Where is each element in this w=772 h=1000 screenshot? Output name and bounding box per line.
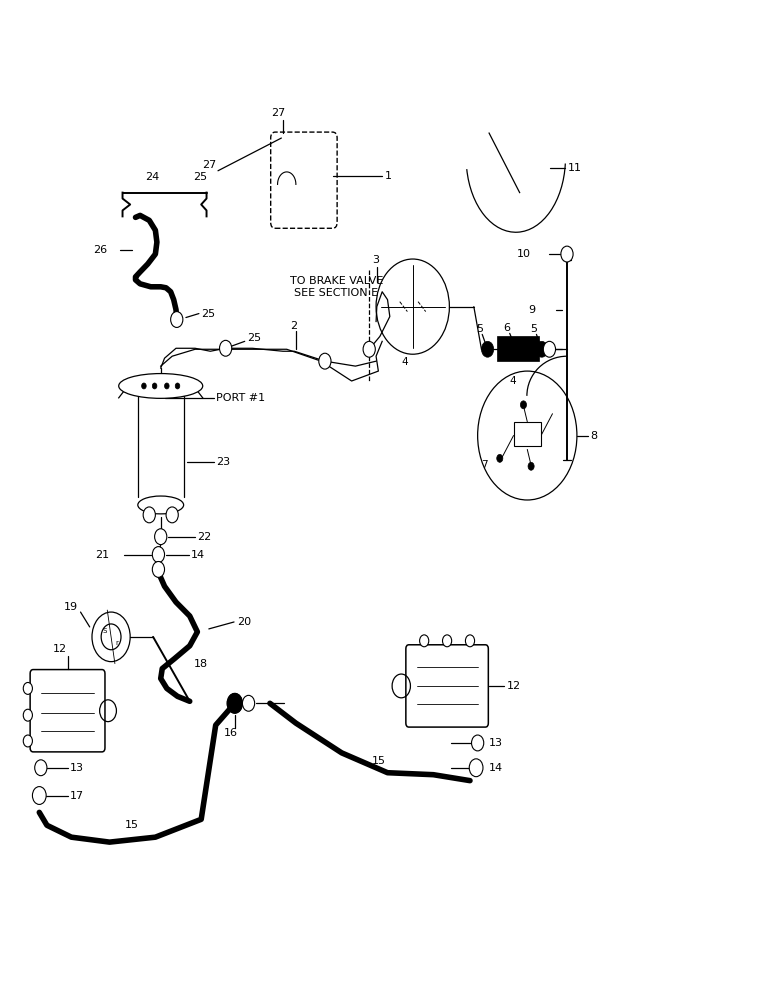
Text: 18: 18: [195, 659, 208, 669]
Text: 5: 5: [476, 324, 483, 334]
Circle shape: [482, 341, 493, 357]
Circle shape: [466, 635, 475, 647]
Circle shape: [152, 547, 164, 562]
FancyBboxPatch shape: [406, 645, 489, 727]
Circle shape: [528, 462, 534, 470]
Ellipse shape: [138, 496, 184, 514]
Circle shape: [561, 246, 573, 262]
Circle shape: [143, 507, 155, 523]
Text: 6: 6: [503, 323, 510, 333]
Text: 24: 24: [145, 172, 160, 182]
Text: TO BRAKE VALVE
SEE SECTION E: TO BRAKE VALVE SEE SECTION E: [290, 276, 383, 298]
Circle shape: [472, 735, 484, 751]
Circle shape: [23, 735, 32, 747]
Circle shape: [35, 760, 47, 776]
Text: 10: 10: [517, 249, 531, 259]
FancyBboxPatch shape: [30, 670, 105, 752]
Text: 9: 9: [528, 305, 535, 315]
Text: 14: 14: [191, 550, 205, 560]
Text: r: r: [116, 640, 119, 646]
Bar: [513, 422, 541, 446]
Circle shape: [520, 401, 527, 409]
Circle shape: [166, 507, 178, 523]
Circle shape: [175, 383, 180, 389]
Text: 27: 27: [202, 160, 216, 170]
Bar: [496, 336, 539, 361]
Text: 2: 2: [290, 321, 297, 331]
Circle shape: [141, 383, 146, 389]
Text: 19: 19: [64, 602, 78, 612]
Circle shape: [23, 709, 32, 721]
FancyBboxPatch shape: [271, 132, 337, 228]
Circle shape: [420, 635, 428, 647]
Circle shape: [496, 454, 503, 462]
Text: 25: 25: [194, 172, 208, 182]
Circle shape: [442, 635, 452, 647]
Circle shape: [536, 341, 548, 357]
Circle shape: [469, 759, 483, 777]
Circle shape: [363, 341, 375, 357]
Text: 15: 15: [372, 756, 386, 766]
Circle shape: [319, 353, 331, 369]
Text: 21: 21: [95, 550, 109, 560]
Text: 25: 25: [247, 333, 261, 343]
Text: 3: 3: [372, 255, 379, 265]
Circle shape: [219, 340, 232, 356]
Circle shape: [543, 341, 556, 357]
Circle shape: [164, 383, 169, 389]
Text: 12: 12: [506, 681, 521, 691]
Circle shape: [171, 312, 183, 327]
Text: 7: 7: [482, 460, 488, 470]
Text: 13: 13: [489, 738, 503, 748]
Text: 8: 8: [591, 431, 598, 441]
Circle shape: [152, 383, 157, 389]
Text: 26: 26: [93, 245, 107, 255]
Text: 14: 14: [489, 763, 503, 773]
Circle shape: [242, 695, 255, 711]
Text: PORT #1: PORT #1: [216, 393, 266, 403]
Text: 11: 11: [567, 163, 582, 173]
Text: 27: 27: [272, 108, 286, 118]
Text: 17: 17: [69, 791, 84, 801]
Text: 23: 23: [216, 457, 231, 467]
Text: 4: 4: [401, 357, 408, 367]
Text: 25: 25: [201, 309, 215, 319]
Text: S: S: [103, 628, 107, 634]
Text: 12: 12: [52, 644, 67, 654]
Circle shape: [227, 693, 242, 713]
Circle shape: [154, 529, 167, 545]
Ellipse shape: [119, 374, 203, 398]
Text: 5: 5: [530, 324, 537, 334]
Text: 20: 20: [237, 617, 251, 627]
Text: 16: 16: [224, 728, 238, 738]
Text: 4: 4: [510, 376, 516, 386]
Circle shape: [32, 787, 46, 804]
Text: 22: 22: [198, 532, 212, 542]
Text: 15: 15: [125, 820, 139, 830]
Text: 13: 13: [69, 763, 84, 773]
Circle shape: [152, 561, 164, 577]
Text: 1: 1: [384, 171, 391, 181]
Circle shape: [23, 682, 32, 694]
